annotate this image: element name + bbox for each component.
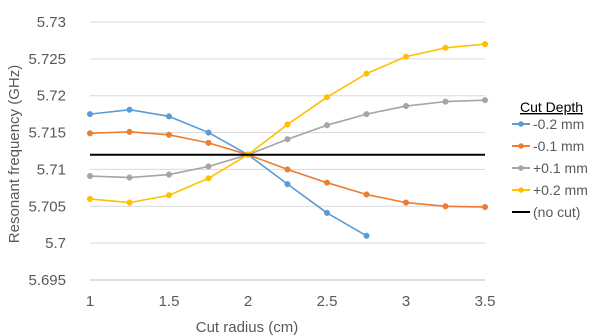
x-tick-label: 2 (244, 293, 252, 310)
x-tick-label: 1.5 (159, 293, 180, 310)
legend-entry: -0.2 mm (512, 116, 584, 132)
data-point (165, 171, 173, 178)
series-0-1-mm (86, 97, 489, 181)
data-point (323, 209, 331, 216)
legend-label: +0.1 mm (533, 160, 588, 176)
y-tick-label: 5.7 (45, 235, 66, 252)
data-point (442, 44, 449, 51)
data-point (363, 70, 370, 77)
y-tick-label: 5.72 (37, 88, 66, 105)
legend-label: +0.2 mm (533, 182, 588, 198)
data-point (205, 163, 212, 170)
data-point (284, 166, 291, 173)
y-tick-label: 5.695 (28, 272, 66, 289)
data-point (126, 128, 133, 135)
data-point (402, 53, 410, 60)
legend-entry: -0.1 mm (512, 138, 584, 154)
data-point (363, 111, 370, 118)
legend-swatch-marker (518, 143, 524, 149)
y-axis-label: Resonant frequency (GHz) (6, 65, 23, 243)
data-point (363, 191, 370, 198)
y-tick-label: 5.715 (28, 125, 66, 142)
legend-entry: (no cut) (512, 204, 580, 220)
data-point (284, 121, 291, 128)
y-tick-label: 5.73 (37, 14, 66, 31)
data-point (205, 129, 212, 136)
data-point (126, 199, 133, 206)
data-point (323, 179, 331, 186)
y-tick-label: 5.71 (37, 161, 66, 178)
legend-swatch-marker (518, 165, 524, 171)
data-point (126, 106, 133, 113)
data-point (86, 111, 94, 118)
x-tick-label: 2.5 (317, 293, 338, 310)
data-point (481, 41, 489, 48)
legend-entry: +0.1 mm (512, 160, 588, 176)
x-tick-label: 3 (402, 293, 410, 310)
data-point (165, 131, 173, 138)
x-axis-label: Cut radius (cm) (196, 319, 299, 336)
data-point (402, 199, 410, 206)
data-point (323, 122, 331, 129)
legend: Cut Depth -0.2 mm -0.1 mm +0.1 mm +0.2 mm (n… (512, 99, 588, 220)
legend-label: -0.1 mm (533, 138, 584, 154)
legend-label: -0.2 mm (533, 116, 584, 132)
data-point (86, 173, 94, 180)
data-point (323, 94, 331, 101)
data-point (442, 98, 449, 105)
y-tick-label: 5.705 (28, 198, 66, 215)
data-point (402, 102, 410, 110)
data-point (86, 195, 94, 202)
legend-title: Cut Depth (520, 99, 583, 115)
series-0-2-mm (86, 41, 489, 206)
data-point (205, 139, 212, 146)
data-point (481, 203, 489, 211)
data-point (481, 97, 489, 104)
data-point (442, 203, 449, 210)
legend-label: (no cut) (533, 204, 580, 220)
tick-labels: 5.695 5.7 5.705 5.71 5.715 5.72 5.725 5.73 1 1.5 2… (28, 14, 495, 310)
data-point (165, 113, 173, 120)
legend-swatch-marker (518, 121, 524, 127)
data-point (284, 136, 291, 143)
x-tick-label: 3.5 (475, 293, 496, 310)
series-group (86, 41, 489, 239)
data-point (126, 174, 133, 181)
data-point (363, 232, 370, 239)
legend-entry: +0.2 mm (512, 182, 588, 198)
data-point (86, 130, 94, 137)
x-tick-label: 1 (86, 293, 94, 310)
series-line (89, 108, 367, 237)
data-point (284, 181, 291, 188)
data-point (205, 175, 212, 182)
legend-swatch-marker (518, 187, 524, 193)
y-tick-label: 5.725 (28, 51, 66, 68)
data-point (165, 192, 173, 199)
